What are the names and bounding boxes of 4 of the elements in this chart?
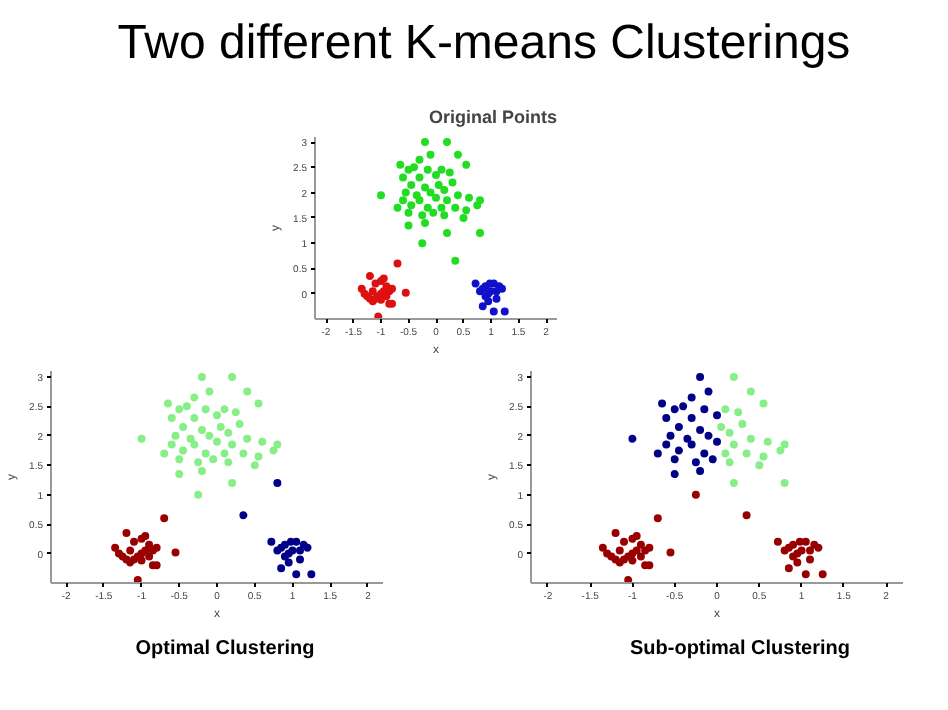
text: Optimal Clustering [135,636,315,664]
text: Sub-optimal Clustering [630,636,850,664]
chart-title: Two different K-means Clusterings [117,14,851,74]
chart-subtitle: Original Points [428,107,558,127]
